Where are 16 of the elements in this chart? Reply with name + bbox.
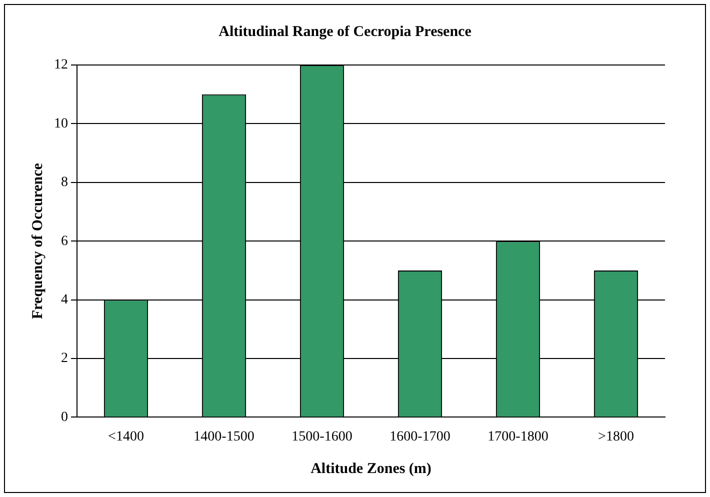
x-tick-label: <1400 <box>108 429 144 444</box>
y-tick-label: 6 <box>61 234 68 249</box>
x-tick-label: 1600-1700 <box>390 429 450 444</box>
x-tick-label: 1700-1800 <box>488 429 548 444</box>
y-tick-label: 10 <box>54 116 68 132</box>
x-axis-title: Altitude Zones (m) <box>310 460 432 477</box>
y-axis-title: Frequency of Occurence <box>30 162 46 320</box>
chart-title: Altitudinal Range of Cecropia Presence <box>218 24 472 40</box>
y-tick-label: 0 <box>61 410 68 425</box>
y-tick-label: 2 <box>61 351 68 366</box>
x-tick-label: 1500-1600 <box>292 429 352 444</box>
y-tick-label: 8 <box>61 175 68 190</box>
x-tick-label: 1400-1500 <box>194 429 254 444</box>
y-tick-label: 12 <box>54 58 68 73</box>
x-tick-label: >1800 <box>598 429 634 444</box>
y-tick-label: 4 <box>61 292 68 308</box>
